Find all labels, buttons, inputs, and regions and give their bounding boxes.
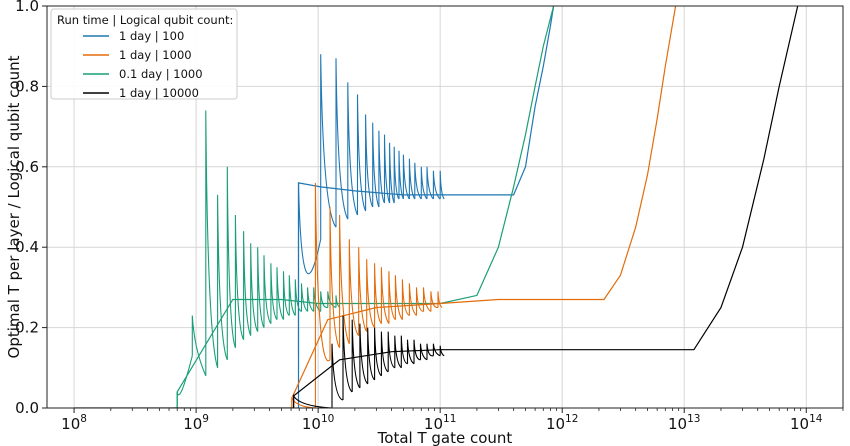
y-tick-label: 0.8 <box>15 77 39 95</box>
series-spike <box>314 182 331 408</box>
series-spike <box>380 331 389 376</box>
series-spike <box>406 339 415 365</box>
legend-box <box>50 8 238 100</box>
series-spike <box>217 194 228 368</box>
x-tick-label: 1013 <box>668 413 700 433</box>
series-spike <box>243 231 252 340</box>
plot-frame <box>46 5 844 409</box>
series-spike <box>348 239 360 344</box>
series-spike <box>257 247 265 332</box>
series-spike <box>191 315 207 377</box>
series-spike <box>366 259 376 332</box>
legend-entry: 1 day | 1000 <box>119 48 192 62</box>
series-spike <box>372 122 380 208</box>
series-line <box>289 6 677 408</box>
series-spike <box>329 206 341 360</box>
series-spike <box>339 214 350 348</box>
legend-entry: 1 day | 100 <box>119 29 184 43</box>
series-spike <box>356 94 367 215</box>
series-spike <box>294 279 302 316</box>
series-spike <box>383 134 391 204</box>
series-spike <box>388 271 396 324</box>
y-tick-label: 1.0 <box>15 0 39 15</box>
series-spike <box>297 182 322 356</box>
series-spike <box>408 283 417 316</box>
y-tick-label: 0.0 <box>15 399 39 417</box>
y-tick-label: 0.4 <box>15 238 39 256</box>
series-spike <box>426 166 434 200</box>
x-axis-title: Total T gate count <box>377 429 513 446</box>
series-spike <box>387 331 396 372</box>
series-spike <box>422 287 432 312</box>
x-tick-label: 1011 <box>424 413 456 433</box>
series-spike <box>331 343 344 408</box>
legend-entry: 0.1 day | 1000 <box>119 67 203 81</box>
series-spike <box>270 263 278 324</box>
series-spike <box>347 82 358 220</box>
series-spike <box>394 335 402 369</box>
series-spike <box>226 166 236 360</box>
series-spike <box>374 263 382 328</box>
series-spike <box>414 162 422 200</box>
series-spike <box>380 267 390 324</box>
x-axis: 108 109 1010 1011 1012 1013 1014 <box>61 408 844 433</box>
series-spike <box>432 170 441 200</box>
series-line <box>295 6 555 408</box>
series-spike <box>367 327 376 384</box>
series-spike <box>250 243 259 336</box>
y-tick-label: 0.6 <box>15 158 39 176</box>
series-spike <box>351 319 361 392</box>
series-spike <box>335 58 349 228</box>
series-spike <box>288 275 296 316</box>
series-spike <box>402 154 410 200</box>
series-spike <box>437 291 443 308</box>
x-tick-label: 109 <box>183 413 209 433</box>
series-spike <box>389 142 395 204</box>
series-spike <box>430 291 439 312</box>
series-spike <box>234 214 245 348</box>
series-spike <box>276 267 284 320</box>
series-spike <box>393 146 400 203</box>
x-tick-label: 1010 <box>302 413 334 433</box>
series-spike <box>420 166 428 200</box>
series-spike <box>205 110 219 376</box>
x-tick-label: 1014 <box>790 413 823 433</box>
y-axis-title: Optimal T per layer / Logical qubit coun… <box>5 55 23 358</box>
series-spike <box>426 343 434 360</box>
x-tick-label: 1012 <box>546 413 578 433</box>
series-spike <box>320 54 337 240</box>
series-spike <box>378 130 385 207</box>
x-tick-label: 108 <box>61 413 87 433</box>
legend: Run time | Logical qubit count: 1 day | 1… <box>50 8 238 100</box>
series-layer <box>74 6 799 408</box>
series-spike <box>439 345 445 357</box>
series-spike <box>307 287 315 312</box>
series-spike <box>358 247 368 336</box>
legend-title: Run time | Logical qubit count: <box>57 13 233 27</box>
series-spike <box>415 287 424 316</box>
series-spike <box>282 271 290 320</box>
legend-entry: 1 day | 10000 <box>119 86 199 100</box>
series-spike <box>398 150 404 200</box>
series-spike <box>408 158 416 200</box>
series-spike <box>359 323 369 388</box>
y-tick-label: 0.2 <box>15 319 39 337</box>
series-spike <box>439 170 445 200</box>
series-spike <box>176 355 193 408</box>
y-axis: 0.0 0.2 0.4 0.6 0.8 1.0 <box>15 0 47 417</box>
series-spike <box>342 315 353 400</box>
series-spike <box>300 283 308 312</box>
series-spike <box>413 339 421 364</box>
series-spike <box>374 327 382 380</box>
series-spike <box>263 255 272 328</box>
series-spike <box>394 275 403 320</box>
series-spike <box>400 335 408 368</box>
series-spike <box>432 343 441 357</box>
series-spike <box>401 279 410 320</box>
series-spike <box>320 291 328 312</box>
series-spike <box>365 114 374 211</box>
series-spike <box>419 343 428 361</box>
